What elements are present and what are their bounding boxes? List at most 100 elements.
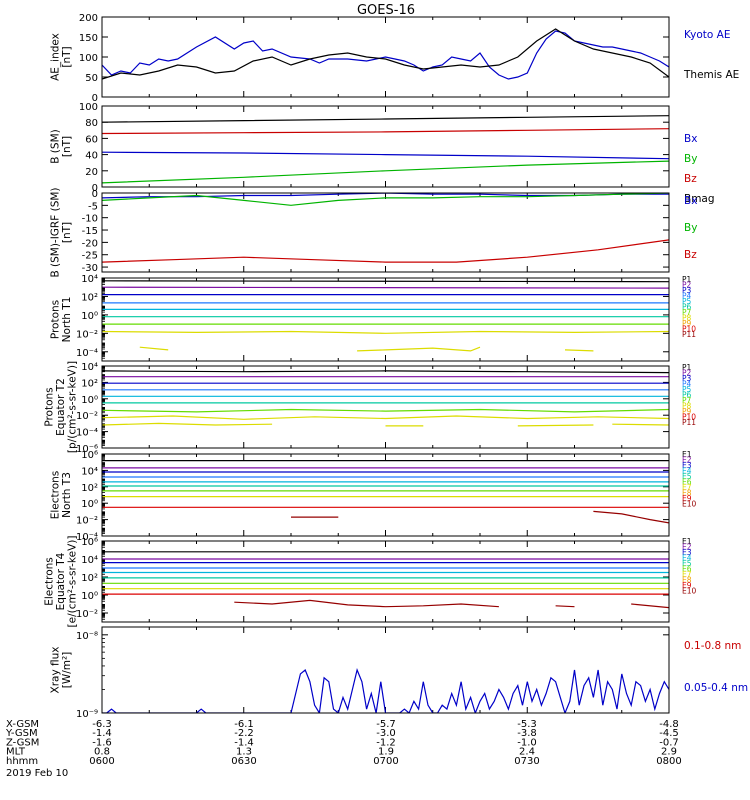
y-tick-label: 10⁶ [81, 537, 98, 548]
legend-label-themis-ae: Themis AE [683, 69, 739, 81]
ephemeris-value: -4.8 [659, 719, 679, 730]
y-tick-label: 20 [85, 167, 98, 178]
ephemeris-label-x-gsm: X-GSM [6, 719, 39, 730]
panel-frame [101, 626, 670, 714]
y-tick-label: 10⁴ [81, 274, 98, 285]
legend-label-p9: P9 [682, 407, 692, 416]
series-group [102, 193, 669, 263]
ephemeris-value: -6.3 [92, 719, 112, 730]
panel-2: 0 20 40 60 80 100 B (SM) [nT] Bx By Bz Bmag [49, 102, 714, 205]
series-p9c [564, 349, 594, 352]
series-p9a [139, 346, 169, 351]
y-axis-label: Protons [44, 387, 56, 426]
y-axis-label: Xray flux [49, 647, 61, 694]
y-tick-label: 10² [81, 573, 98, 584]
ephemeris-value: 0600 [89, 756, 114, 767]
y-tick-label: 10⁻² [76, 516, 98, 527]
panel-frame [101, 540, 670, 623]
y-tick-label: 200 [79, 13, 98, 24]
y-tick-label: 10⁴ [81, 466, 98, 477]
y-tick-label: 10⁴ [81, 362, 98, 373]
ephemeris-value: -1.2 [376, 737, 396, 748]
ephemeris-value: 0700 [373, 756, 398, 767]
y-tick-label: 10² [81, 292, 98, 303]
legend-label-p8: P8 [682, 314, 692, 323]
legend-label-p8: P8 [682, 402, 692, 411]
panel-frame [101, 365, 670, 449]
ephemeris-value: -1.4 [234, 737, 254, 748]
ephemeris-value: 2.4 [519, 747, 535, 758]
panel-frame [101, 192, 670, 273]
panel-1: 0 50 100 150 200 AE_index [nT] Kyoto AE Themis A… [49, 13, 739, 104]
y-axis-label: Protons [49, 300, 61, 339]
legend-label-0-1-0-8-nm: 0.1-0.8 nm [684, 640, 741, 652]
ephemeris-value: -1.0 [517, 737, 537, 748]
legend-label-e2: E2 [682, 456, 692, 465]
panel-frame [101, 453, 670, 537]
series-p1 [102, 370, 669, 374]
ephemeris-label-z-gsm: Z-GSM [6, 737, 39, 748]
series-p7 [102, 408, 669, 413]
y-axis-label: [nT] [61, 222, 73, 243]
legend-label-p2: P2 [682, 369, 692, 378]
legend-label-e6: E6 [682, 565, 692, 574]
legend-label-p11: P11 [682, 330, 696, 339]
panel-frame [101, 277, 670, 362]
series-group [102, 668, 669, 713]
y-tick-label: 100 [79, 102, 98, 113]
legend-label-e9: E9 [682, 581, 692, 590]
legend-label-e5: E5 [682, 472, 692, 481]
series-p8 [102, 415, 669, 420]
y-axis-label: [W/m²] [61, 652, 73, 689]
series-kyoto-ae [102, 30, 669, 80]
y-tick-label: 100 [79, 53, 98, 64]
y-tick-label: 10⁻⁹ [76, 709, 98, 720]
ephemeris-value: -1.4 [92, 728, 112, 739]
ephemeris-value: 0630 [231, 756, 256, 767]
y-tick-label: 0 [92, 183, 98, 194]
y-tick-label: 10⁻⁴ [76, 348, 98, 359]
panel-7: 10⁶ 10⁴ 10² 10⁰ 10⁻² Electrons Equator T4 [e/(c… [44, 536, 697, 628]
series-p9a [102, 422, 273, 426]
y-tick-label: 10⁰ [81, 499, 98, 510]
legend-label-p7: P7 [682, 308, 692, 317]
legend-label-p4: P4 [682, 292, 692, 301]
series-group [102, 115, 669, 184]
series-p9d [612, 423, 669, 426]
ephemeris-value: -5.3 [517, 719, 537, 730]
series-group [102, 551, 669, 609]
y-tick-label: 150 [79, 33, 98, 44]
ephemeris-value: -5.7 [376, 719, 396, 730]
legend-label-e6: E6 [682, 478, 692, 487]
legend-label-e8: E8 [682, 576, 692, 585]
series-group [102, 28, 669, 80]
legend-label-bmag: Bmag [684, 193, 715, 205]
y-axis-label: Electrons [49, 471, 61, 520]
ephemeris-value: -3.0 [376, 728, 396, 739]
panel-frame [101, 105, 670, 188]
y-axis-label: North T3 [61, 472, 73, 518]
legend-label-p1: P1 [682, 363, 692, 372]
y-tick-label: 40 [85, 151, 98, 162]
y-tick-label: -20 [82, 238, 98, 249]
ephemeris-value: -6.1 [234, 719, 254, 730]
y-tick-label: 50 [85, 73, 98, 84]
ephemeris-table: X-GSM -6.3 -6.1 -5.7 -5.3 -4.8Y-GSM -1.4 -2.2 -3… [5, 719, 682, 767]
y-axis-label: North T1 [61, 297, 73, 343]
legend-label-e4: E4 [682, 467, 692, 476]
legend-label-e1: E1 [682, 537, 692, 546]
panel-3: 0-5 -10-15-20 -25-30 B (SM)-IGRF (SM) [nT] Bx… [49, 187, 697, 277]
ephemeris-value: 0800 [656, 756, 681, 767]
panel-frame [101, 16, 670, 98]
y-axis-label: [p/(cm²-s-sr-keV)] [67, 361, 79, 453]
legend-label-e10: E10 [682, 587, 697, 596]
series-p8 [102, 330, 669, 334]
y-tick-label: -5 [88, 201, 98, 212]
legend-label-e2: E2 [682, 543, 692, 552]
y-axis-label: [e/(cm²-s-sr-keV)] [67, 536, 79, 628]
y-tick-label: 10⁻² [76, 411, 98, 422]
ephemeris-value: -2.2 [234, 728, 254, 739]
legend-label-0-05-0-4-nm: 0.05-0.4 nm [684, 682, 748, 694]
series-p9b [357, 346, 481, 352]
